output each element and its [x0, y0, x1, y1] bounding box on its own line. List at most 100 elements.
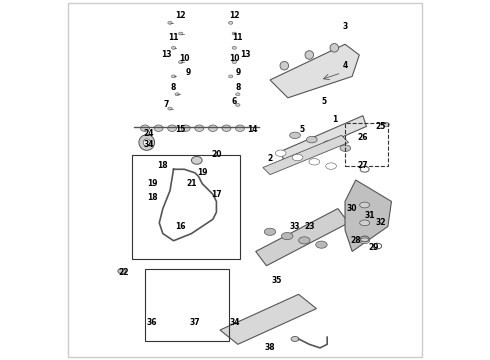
Text: 5: 5: [299, 126, 305, 135]
Text: 15: 15: [175, 126, 186, 135]
Text: 38: 38: [265, 343, 275, 352]
Ellipse shape: [264, 228, 276, 235]
Ellipse shape: [222, 125, 231, 131]
Ellipse shape: [228, 75, 233, 78]
Ellipse shape: [316, 241, 327, 248]
Polygon shape: [256, 208, 348, 266]
Ellipse shape: [195, 125, 204, 131]
Text: 23: 23: [304, 222, 315, 231]
Text: 12: 12: [229, 11, 240, 20]
Text: 11: 11: [233, 33, 243, 42]
Text: 6: 6: [232, 97, 237, 106]
Ellipse shape: [290, 132, 300, 139]
Text: 2: 2: [268, 154, 272, 163]
Ellipse shape: [275, 150, 286, 157]
Ellipse shape: [309, 158, 319, 165]
Circle shape: [330, 44, 339, 52]
Bar: [345, 123, 388, 166]
Text: 25: 25: [375, 122, 386, 131]
Bar: [145, 269, 229, 341]
Text: 19: 19: [197, 168, 207, 177]
Ellipse shape: [178, 32, 183, 35]
Text: 26: 26: [358, 132, 368, 141]
Text: 28: 28: [350, 236, 361, 245]
Circle shape: [143, 139, 150, 146]
Text: 5: 5: [321, 97, 326, 106]
Ellipse shape: [178, 61, 183, 64]
Ellipse shape: [298, 237, 310, 244]
Text: 17: 17: [211, 190, 222, 199]
Text: 18: 18: [147, 193, 157, 202]
Ellipse shape: [168, 125, 176, 131]
Ellipse shape: [281, 233, 293, 240]
Ellipse shape: [181, 125, 190, 131]
Ellipse shape: [360, 202, 369, 208]
Ellipse shape: [172, 46, 176, 49]
Text: 12: 12: [175, 11, 186, 20]
Ellipse shape: [340, 145, 351, 152]
Ellipse shape: [192, 157, 202, 164]
Circle shape: [139, 135, 155, 150]
Text: 22: 22: [118, 268, 129, 277]
Ellipse shape: [154, 125, 163, 131]
Ellipse shape: [236, 125, 245, 131]
Circle shape: [305, 51, 314, 59]
Text: 35: 35: [272, 275, 282, 284]
Text: 36: 36: [147, 318, 157, 327]
Bar: [132, 155, 240, 258]
Text: 30: 30: [347, 204, 357, 213]
Text: 19: 19: [147, 179, 157, 188]
Circle shape: [280, 62, 289, 70]
Text: 13: 13: [240, 50, 250, 59]
Ellipse shape: [306, 136, 317, 143]
Ellipse shape: [118, 269, 126, 274]
Ellipse shape: [175, 93, 179, 96]
Text: 10: 10: [179, 54, 190, 63]
Text: 16: 16: [175, 222, 186, 231]
Text: 13: 13: [161, 50, 172, 59]
Ellipse shape: [360, 220, 369, 226]
Ellipse shape: [236, 104, 240, 107]
Text: 29: 29: [368, 243, 379, 252]
Ellipse shape: [236, 93, 240, 96]
Text: 24: 24: [143, 129, 154, 138]
Text: 34: 34: [229, 318, 240, 327]
Ellipse shape: [168, 107, 172, 110]
Text: 10: 10: [229, 54, 240, 63]
Text: 31: 31: [365, 211, 375, 220]
Polygon shape: [220, 294, 317, 344]
Ellipse shape: [383, 122, 390, 127]
Text: 27: 27: [358, 161, 368, 170]
Text: 33: 33: [290, 222, 300, 231]
Polygon shape: [281, 116, 367, 162]
Polygon shape: [270, 44, 359, 98]
Text: 9: 9: [235, 68, 241, 77]
Text: 8: 8: [171, 83, 176, 92]
Text: 34: 34: [143, 140, 154, 149]
Ellipse shape: [323, 141, 334, 147]
Text: 8: 8: [235, 83, 241, 92]
Ellipse shape: [172, 75, 176, 78]
Text: 14: 14: [247, 126, 257, 135]
Text: 4: 4: [343, 61, 347, 70]
Ellipse shape: [291, 337, 299, 342]
Ellipse shape: [292, 154, 303, 161]
Text: 9: 9: [185, 68, 191, 77]
Ellipse shape: [232, 32, 237, 35]
Text: 11: 11: [168, 33, 179, 42]
Text: 18: 18: [157, 161, 168, 170]
Ellipse shape: [232, 61, 237, 64]
Ellipse shape: [208, 125, 218, 131]
Ellipse shape: [232, 46, 237, 49]
Polygon shape: [263, 135, 348, 175]
Ellipse shape: [326, 163, 337, 169]
Text: 37: 37: [190, 318, 200, 327]
Text: 1: 1: [332, 115, 337, 124]
Text: 20: 20: [211, 150, 221, 159]
Ellipse shape: [228, 21, 233, 24]
Ellipse shape: [360, 238, 369, 244]
Polygon shape: [345, 180, 392, 251]
Ellipse shape: [168, 21, 172, 24]
Text: 21: 21: [186, 179, 196, 188]
Text: 3: 3: [343, 22, 347, 31]
